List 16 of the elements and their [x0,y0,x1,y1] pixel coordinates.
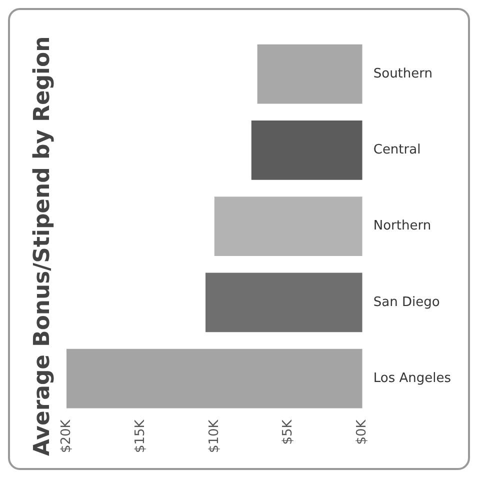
bar [66,348,362,408]
bar [214,196,362,256]
text: Average Bonus/Stipend by Region [30,36,55,456]
y-tick-label: Northern [373,218,432,234]
x-tick-label: $10K [206,419,222,454]
bar [251,120,362,180]
y-tick-label: Central [373,142,421,158]
y-tick-label: Southern [373,66,432,82]
y-tick-label: San Diego [373,294,440,310]
bar [206,272,362,332]
x-tick-label: $20K [58,419,74,454]
y-tick-label: Los Angeles [373,370,452,386]
x-tick-label: $0K [354,419,370,445]
x-tick-label: $5K [280,419,296,445]
bar [257,44,362,104]
x-tick-label: $15K [132,419,148,454]
